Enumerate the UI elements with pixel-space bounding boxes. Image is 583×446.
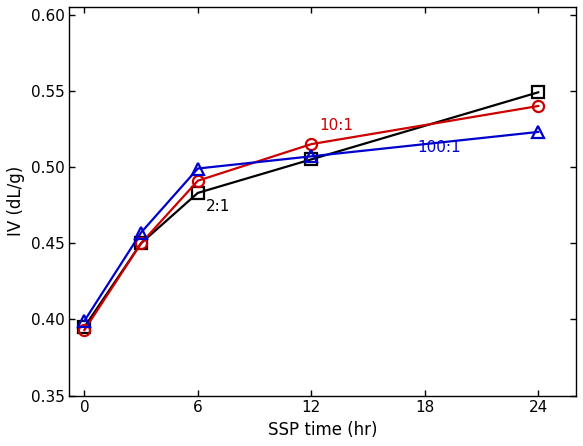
Text: 10:1: 10:1 — [319, 118, 353, 133]
X-axis label: SSP time (hr): SSP time (hr) — [268, 421, 377, 439]
Text: 2:1: 2:1 — [205, 199, 230, 214]
Text: 100:1: 100:1 — [417, 140, 461, 155]
Y-axis label: IV (dL/g): IV (dL/g) — [7, 166, 25, 236]
